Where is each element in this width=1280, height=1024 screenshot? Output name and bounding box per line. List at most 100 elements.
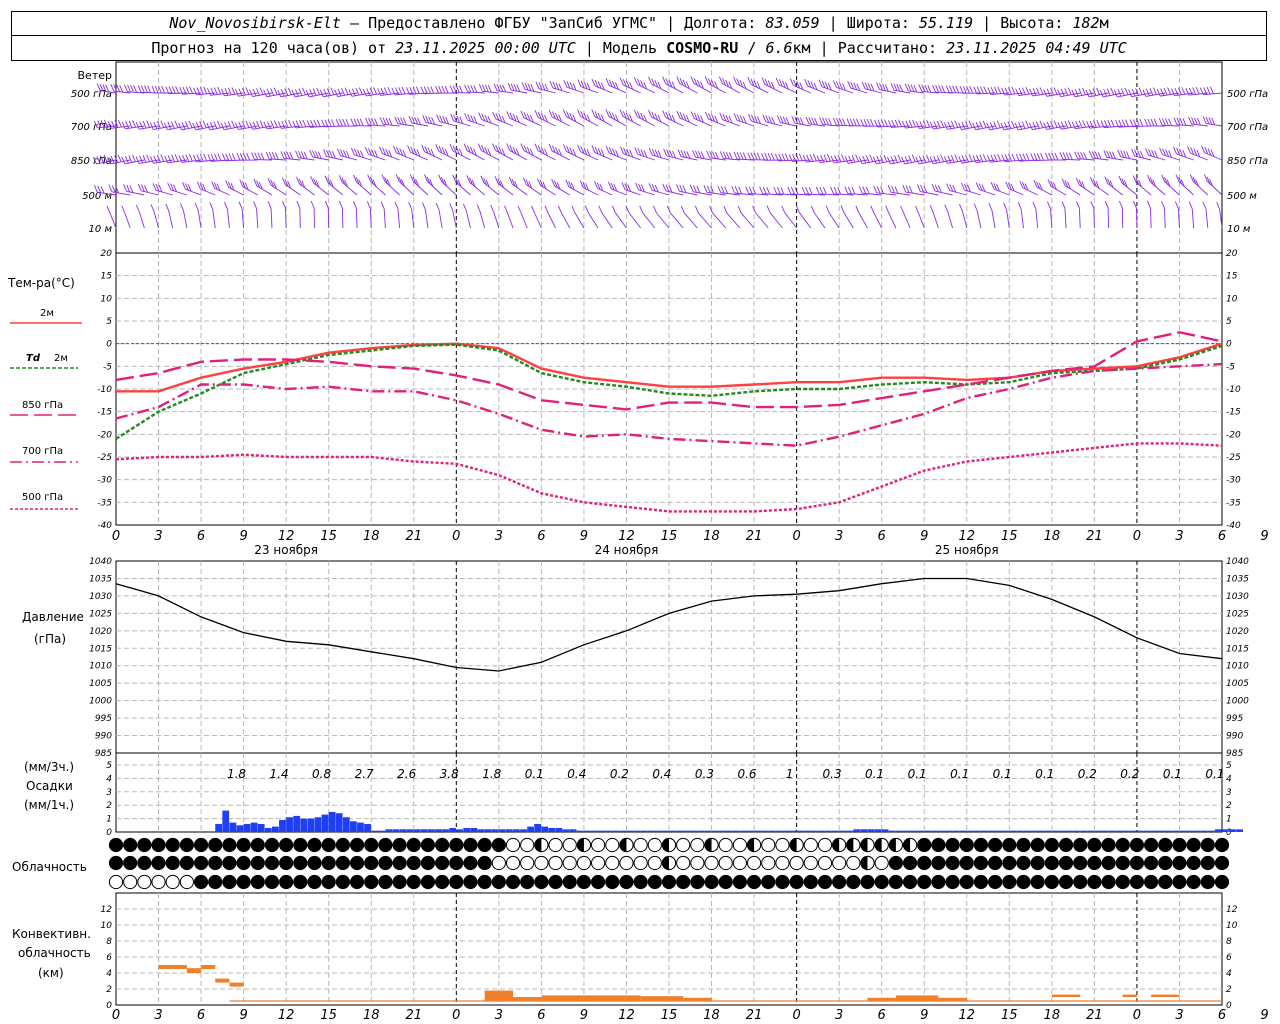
cloud-cell-full (392, 837, 407, 853)
wind-barb-flag (1188, 201, 1193, 209)
wind-barb-flag (131, 154, 136, 162)
wind-barb-flag (277, 89, 282, 98)
precip-bar (562, 829, 570, 832)
cloud-circle (973, 837, 989, 853)
cloud-circle (463, 855, 478, 871)
cloud-circle (236, 855, 251, 871)
wind-barb-shaft (285, 208, 287, 229)
wind-barb-flag (266, 88, 271, 97)
cloud-circle (250, 874, 265, 890)
cloud-cell-full (420, 855, 436, 871)
cloud-circle (846, 874, 861, 890)
wind-barb (830, 186, 854, 196)
wind-barb (1075, 177, 1095, 196)
cloud-circle (392, 837, 407, 853)
precip-bar (647, 830, 655, 832)
wind-barb-flag (1100, 120, 1105, 128)
wind-barb (350, 147, 372, 161)
hour-label-bottom: 21 (1086, 1008, 1103, 1023)
wind-barb-flag (1008, 153, 1012, 162)
wind-barb (719, 151, 740, 161)
wind-barb-flag (1025, 153, 1030, 161)
wind-barb-flag (548, 109, 553, 118)
conv-bar (215, 978, 230, 983)
wind-barb-shaft (642, 212, 656, 229)
temp-tick-label: -35 (97, 498, 112, 508)
wind-barb (291, 87, 315, 98)
precip-bar (1129, 830, 1137, 832)
wind-barb-flag (679, 112, 684, 120)
precip-tick-label: 0 (106, 828, 112, 838)
wind-barb-flag (231, 153, 236, 161)
wind-barb (690, 111, 712, 127)
wind-barb-flag (776, 186, 781, 195)
wind-barb-flag (926, 119, 931, 128)
cloud-circle (1002, 837, 1017, 853)
wind-barb-flag (1135, 177, 1140, 185)
wind-barb (378, 146, 400, 161)
wind-barb-flag (941, 85, 946, 93)
wind-barb-flag (1211, 117, 1216, 126)
wind-barb-flag (933, 121, 938, 129)
wind-barb-flag (330, 87, 335, 95)
wind-barb-flag (766, 186, 771, 195)
cloud-half (881, 838, 889, 852)
wind-barb-flag (1053, 120, 1058, 128)
longitude-value: 83.059 (765, 14, 820, 32)
pressure-tick-label: 1040 (1226, 557, 1249, 567)
wind-barb-flag (718, 76, 723, 84)
wind-barb-shaft (683, 212, 698, 229)
wind-barb (520, 110, 542, 127)
wind-barb-flag (663, 148, 667, 156)
wind-barb-flag (366, 201, 371, 209)
wind-barb-shaft (976, 210, 982, 229)
wind-barb-flag (704, 111, 709, 120)
wind-barb-flag (810, 205, 815, 213)
wind-barb-flag (855, 154, 860, 162)
cloud-circle (633, 874, 648, 890)
cloud-cell-full (576, 874, 592, 890)
wind-barb-flag (1133, 200, 1137, 209)
temp-tick-label: -30 (1226, 476, 1241, 486)
wind-barb-shaft (1191, 208, 1195, 229)
separator: | (666, 14, 676, 32)
wind-barb-flag (949, 85, 953, 93)
wind-barb-flag (597, 112, 602, 121)
wind-barb-flag (839, 118, 843, 126)
wind-barb-flag (1161, 174, 1166, 182)
wind-barb-flag (572, 148, 577, 157)
wind-barb-flag (894, 119, 899, 128)
cloud-cell-full (293, 855, 308, 871)
cloud-half (711, 838, 719, 852)
wind-level-label: 500 м (1227, 191, 1257, 202)
wind-barb-flag (1138, 87, 1143, 95)
wind-barb-flag (920, 184, 924, 193)
wind-barb-flag (411, 116, 416, 124)
wind-barb-flag (1129, 119, 1134, 127)
precip-bar (371, 830, 379, 832)
wind-barb-flag (752, 186, 757, 195)
wind-barb (150, 204, 159, 229)
cloud-cell-empty (732, 837, 747, 853)
wind-barb-flag (742, 152, 747, 160)
wind-barb-flag (337, 88, 342, 97)
wind-barb-flag (146, 120, 151, 128)
wind-barb-shaft (903, 212, 911, 229)
wind-barb-flag (1015, 153, 1020, 162)
wind-barb-flag (1004, 87, 1009, 95)
precip-bar (775, 830, 783, 832)
wind-barb-flag (693, 112, 698, 120)
wind-barb-flag (478, 112, 483, 120)
wind-barb (449, 143, 471, 161)
wind-barb-flag (1154, 150, 1158, 159)
wind-barb-flag (209, 122, 214, 130)
wind-barb-flag (785, 82, 789, 90)
wind-barb-flag (1179, 117, 1184, 126)
wind-barb (548, 143, 570, 161)
cloud-cell-empty (108, 874, 124, 890)
wind-barb-flag (1166, 179, 1171, 187)
temp-tick-label: 10 (1226, 294, 1238, 304)
precip-bar (591, 830, 598, 832)
wind-barb-flag (516, 84, 521, 92)
